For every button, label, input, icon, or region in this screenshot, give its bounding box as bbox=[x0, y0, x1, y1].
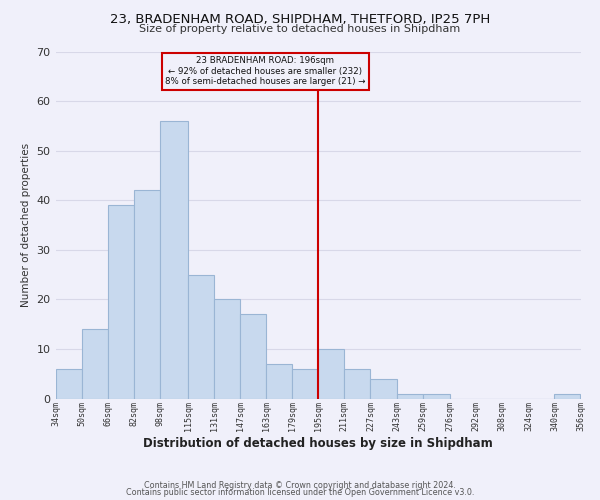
Bar bbox=[160, 121, 188, 398]
Text: Contains HM Land Registry data © Crown copyright and database right 2024.: Contains HM Land Registry data © Crown c… bbox=[144, 481, 456, 490]
Text: Size of property relative to detached houses in Shipdham: Size of property relative to detached ho… bbox=[139, 24, 461, 34]
Bar bbox=[134, 190, 160, 398]
Bar bbox=[344, 369, 370, 398]
Bar bbox=[422, 394, 450, 398]
Y-axis label: Number of detached properties: Number of detached properties bbox=[21, 143, 31, 307]
Text: Contains public sector information licensed under the Open Government Licence v3: Contains public sector information licen… bbox=[126, 488, 474, 497]
Bar bbox=[266, 364, 292, 398]
Bar bbox=[397, 394, 422, 398]
Text: 23 BRADENHAM ROAD: 196sqm
← 92% of detached houses are smaller (232)
8% of semi-: 23 BRADENHAM ROAD: 196sqm ← 92% of detac… bbox=[165, 56, 366, 86]
Bar bbox=[554, 394, 580, 398]
Bar bbox=[292, 369, 319, 398]
Bar bbox=[370, 379, 397, 398]
Bar bbox=[319, 349, 344, 399]
Bar bbox=[188, 274, 214, 398]
X-axis label: Distribution of detached houses by size in Shipdham: Distribution of detached houses by size … bbox=[143, 437, 493, 450]
Text: 23, BRADENHAM ROAD, SHIPDHAM, THETFORD, IP25 7PH: 23, BRADENHAM ROAD, SHIPDHAM, THETFORD, … bbox=[110, 12, 490, 26]
Bar bbox=[240, 314, 266, 398]
Bar bbox=[109, 205, 134, 398]
Bar bbox=[214, 300, 240, 398]
Bar bbox=[56, 369, 82, 398]
Bar bbox=[82, 329, 109, 398]
